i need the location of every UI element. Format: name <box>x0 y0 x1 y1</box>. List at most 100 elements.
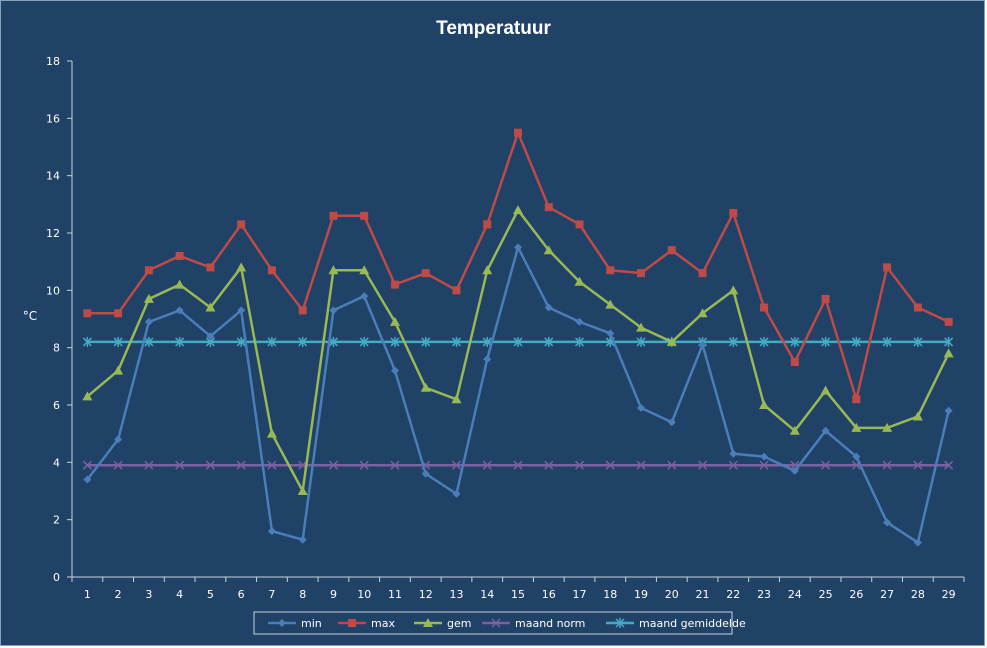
data-point-gem <box>420 382 431 392</box>
x-tick-label: 4 <box>176 588 183 601</box>
data-point-min <box>390 366 399 375</box>
data-point-maand-norm <box>328 460 338 470</box>
series-line-gem <box>86 208 950 493</box>
data-point-max <box>452 286 461 295</box>
data-point-maand-norm <box>759 460 769 470</box>
y-tick-label: 0 <box>53 571 60 584</box>
x-tick-label: 14 <box>480 588 494 601</box>
data-point-gem <box>482 265 493 275</box>
marker-stroke <box>913 460 923 470</box>
x-tick-label: 2 <box>115 588 122 601</box>
data-point-min <box>760 452 769 461</box>
series-layer <box>82 128 954 547</box>
data-point-maand-norm <box>144 460 154 470</box>
data-point-maand-gemiddelde <box>175 336 185 347</box>
x-tick-label: 26 <box>849 588 863 601</box>
data-point-maand-gemiddelde <box>513 336 523 347</box>
x-tick-label: 17 <box>573 588 587 601</box>
data-point-max <box>175 251 184 260</box>
x-tick-label: 18 <box>603 588 617 601</box>
legend-label: maand gemiddelde <box>639 617 746 630</box>
marker-stroke <box>636 460 646 470</box>
x-tick-label: 22 <box>726 588 740 601</box>
marker-stroke <box>759 460 769 470</box>
data-point-gem <box>113 365 124 375</box>
data-point-maand-norm <box>82 460 92 470</box>
marker-stroke <box>491 618 501 628</box>
data-point-gem <box>605 299 616 309</box>
data-point-max <box>852 395 861 404</box>
data-point-max <box>544 203 553 212</box>
data-point-maand-gemiddelde <box>390 336 400 347</box>
data-point-max <box>390 280 399 289</box>
marker-stroke <box>298 460 308 470</box>
marker-stroke <box>821 460 831 470</box>
series-maand-norm <box>82 460 954 470</box>
series-line-min <box>86 246 950 544</box>
data-point-min <box>267 527 276 536</box>
data-point-maand-gemiddelde <box>113 336 123 347</box>
data-point-maand-norm <box>728 460 738 470</box>
data-point-gem <box>359 265 370 275</box>
x-tick-label: 6 <box>238 588 245 601</box>
data-point-max <box>298 306 307 315</box>
data-point-min <box>114 435 123 444</box>
data-point-min <box>298 535 307 544</box>
data-point-max <box>760 303 769 312</box>
x-tick-label: 19 <box>634 588 648 601</box>
data-point-max <box>883 263 892 272</box>
data-point-maand-norm <box>175 460 185 470</box>
data-point-gem <box>266 428 277 438</box>
marker-stroke <box>790 460 800 470</box>
x-tick-label: 10 <box>357 588 371 601</box>
x-tick-label: 28 <box>911 588 925 601</box>
data-point-gem <box>882 422 893 432</box>
marker-stroke <box>451 460 462 470</box>
data-point-min <box>821 426 830 435</box>
data-point-gem <box>574 276 585 286</box>
legend-item-gem: gem <box>414 617 471 630</box>
data-point-min <box>514 243 522 252</box>
marker-stroke <box>944 460 954 470</box>
data-point-maand-gemiddelde <box>482 336 492 347</box>
x-tick-label: 23 <box>757 588 771 601</box>
x-tick-label: 3 <box>145 588 152 601</box>
y-tick-label: 10 <box>46 284 60 297</box>
marker-stroke <box>574 460 585 470</box>
data-point-gem <box>174 279 185 289</box>
series-min <box>83 243 953 547</box>
data-point-max <box>237 220 246 229</box>
x-tick-label: 27 <box>880 588 894 601</box>
x-tick-label: 25 <box>819 588 833 601</box>
data-point-gem <box>205 302 216 312</box>
data-point-gem <box>697 308 708 318</box>
x-tick-label: 8 <box>299 588 306 601</box>
data-point-max <box>514 128 522 137</box>
data-point-max <box>360 211 369 220</box>
marker-stroke <box>113 460 123 470</box>
legend-label: max <box>371 617 395 630</box>
legend-marker <box>491 618 501 628</box>
data-point-maand-gemiddelde <box>728 336 738 347</box>
data-point-max <box>606 266 615 275</box>
marker-stroke <box>390 460 400 470</box>
data-point-max <box>821 294 830 303</box>
marker-stroke <box>667 460 677 470</box>
data-point-gem <box>666 336 677 346</box>
data-point-maand-norm <box>821 460 831 470</box>
y-tick-label: 12 <box>46 227 60 240</box>
legend-label: gem <box>447 617 471 630</box>
data-point-maand-norm <box>882 460 892 470</box>
data-point-min <box>852 452 861 461</box>
data-point-maand-norm <box>236 460 246 470</box>
data-point-max <box>267 266 276 275</box>
data-point-maand-gemiddelde <box>298 336 308 347</box>
data-point-maand-norm <box>667 460 677 470</box>
data-point-max <box>729 208 738 217</box>
data-point-maand-gemiddelde <box>421 336 431 347</box>
marker-stroke <box>605 460 615 470</box>
data-point-gem <box>389 316 400 326</box>
data-point-max <box>698 269 707 278</box>
data-point-min <box>421 469 430 478</box>
data-point-min <box>237 306 246 315</box>
